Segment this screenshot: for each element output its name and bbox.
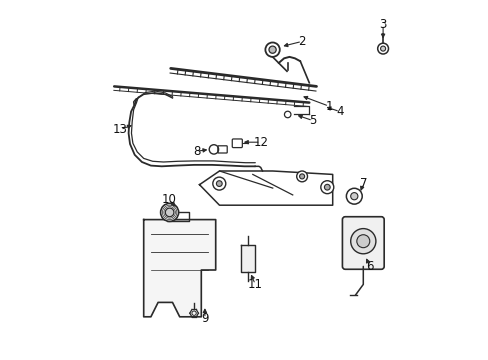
Circle shape bbox=[209, 145, 218, 154]
Text: 3: 3 bbox=[379, 18, 386, 31]
Circle shape bbox=[216, 181, 222, 186]
Circle shape bbox=[165, 208, 174, 217]
Circle shape bbox=[380, 46, 385, 51]
Text: 2: 2 bbox=[298, 35, 305, 48]
Text: 13: 13 bbox=[113, 123, 127, 136]
Text: 4: 4 bbox=[335, 105, 343, 118]
Polygon shape bbox=[241, 245, 255, 272]
Circle shape bbox=[296, 171, 307, 182]
Text: 12: 12 bbox=[253, 136, 267, 149]
Circle shape bbox=[350, 229, 375, 254]
FancyBboxPatch shape bbox=[232, 139, 242, 148]
Circle shape bbox=[268, 46, 276, 53]
Circle shape bbox=[284, 111, 290, 118]
Text: 5: 5 bbox=[308, 114, 316, 127]
Circle shape bbox=[320, 181, 333, 194]
FancyBboxPatch shape bbox=[342, 217, 384, 269]
Circle shape bbox=[299, 174, 304, 179]
Text: 11: 11 bbox=[247, 278, 262, 291]
Circle shape bbox=[212, 177, 225, 190]
Text: 7: 7 bbox=[359, 177, 366, 190]
Text: 9: 9 bbox=[201, 312, 208, 325]
Text: 6: 6 bbox=[366, 260, 373, 273]
Polygon shape bbox=[143, 220, 215, 317]
Circle shape bbox=[265, 42, 279, 57]
Text: 1: 1 bbox=[325, 100, 332, 113]
Circle shape bbox=[346, 188, 362, 204]
Circle shape bbox=[356, 235, 369, 248]
Text: 8: 8 bbox=[193, 145, 200, 158]
Circle shape bbox=[350, 193, 357, 200]
Circle shape bbox=[377, 43, 387, 54]
Text: 10: 10 bbox=[161, 193, 176, 206]
Circle shape bbox=[324, 184, 329, 190]
Circle shape bbox=[160, 203, 178, 221]
